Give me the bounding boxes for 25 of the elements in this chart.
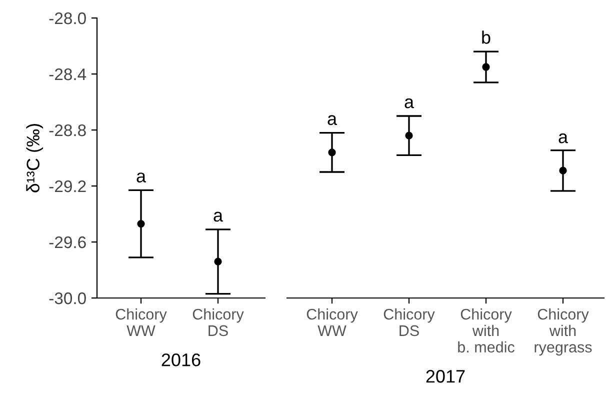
y-tick-label: -29.6 [49, 236, 86, 248]
x-tick-label: Chicory WW [306, 308, 358, 336]
x-axis-title: 2016 [162, 353, 200, 366]
y-tick-label: -28.0 [49, 12, 86, 24]
annotation: a [214, 212, 224, 222]
point [559, 166, 567, 174]
point [482, 63, 490, 71]
annotation: a [404, 98, 414, 108]
annotation: b [482, 30, 490, 44]
annotation: a [328, 115, 338, 126]
y-tick-label: -30.0 [49, 292, 86, 304]
point [405, 132, 413, 140]
x-tick-label: Chicory with b. medic [458, 308, 514, 353]
x-tick-label: Chicory WW [116, 308, 167, 336]
y-tick-label: -29.2 [49, 180, 86, 192]
y-axis-title: δ¹³C (‰) [26, 124, 44, 192]
annotation: a [136, 172, 146, 182]
point [328, 148, 336, 156]
x-axis-title: 2017 [426, 370, 465, 383]
annotation: a [558, 133, 568, 144]
y-tick-label: -28.8 [49, 124, 86, 136]
x-tick-label: Chicory DS [192, 308, 244, 336]
y-tick-label: -28.4 [49, 68, 86, 80]
x-tick-label: Chicory with ryegrass [534, 308, 592, 356]
x-tick-label: Chicory DS [384, 308, 435, 336]
